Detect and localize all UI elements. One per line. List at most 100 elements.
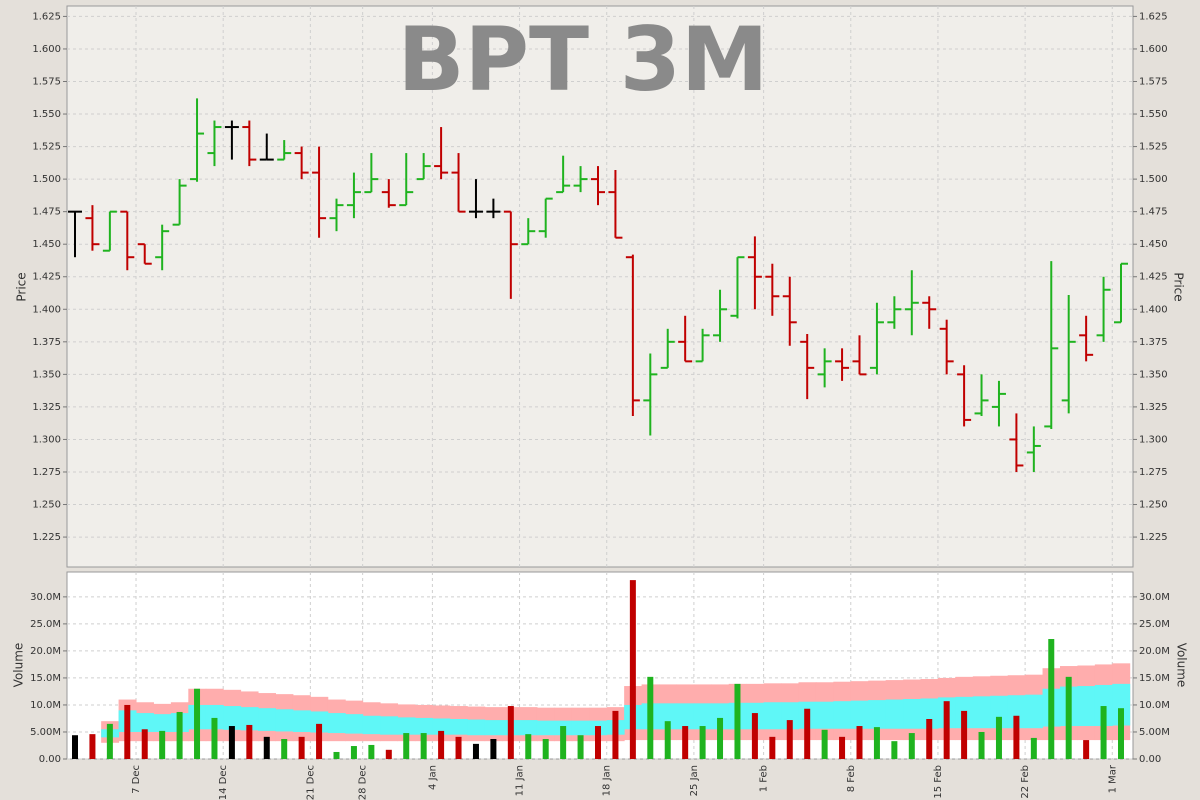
volume-bar — [856, 726, 863, 759]
volume-band — [484, 720, 503, 736]
price-panel — [66, 5, 1134, 568]
volume-bar — [1030, 737, 1037, 759]
y-tick-label: 15.0M — [30, 673, 61, 684]
volume-bar — [385, 749, 392, 759]
x-tick-label: 1 Feb — [759, 765, 770, 792]
volume-band — [536, 720, 555, 736]
volume-band — [240, 707, 259, 731]
y-tick-label: 1.400 — [32, 304, 61, 315]
volume-bar — [682, 726, 689, 759]
volume-axis-label-right: Volume — [1175, 643, 1189, 688]
volume-band — [467, 719, 486, 736]
y-tick-label-right: 1.250 — [1139, 500, 1168, 511]
volume-bar — [194, 688, 201, 759]
volume-bar — [263, 736, 270, 759]
volume-bar — [176, 711, 183, 759]
volume-bar — [211, 717, 218, 759]
volume-band — [885, 699, 904, 729]
volume-bar — [472, 743, 479, 759]
x-tick-label: 14 Dec — [218, 765, 229, 800]
y-tick-label: 1.275 — [32, 467, 61, 478]
volume-band — [1007, 695, 1026, 729]
volume-band — [205, 704, 224, 730]
x-tick-label: 4 Jan — [427, 765, 438, 790]
y-tick-label: 20.0M — [30, 646, 61, 657]
volume-band — [972, 696, 991, 729]
y-tick-label: 1.475 — [32, 207, 61, 218]
volume-band — [153, 714, 172, 732]
volume-bar — [1013, 715, 1020, 759]
volume-bar — [978, 731, 985, 759]
volume-bar — [455, 736, 462, 759]
y-tick-label-right: 1.450 — [1139, 239, 1168, 250]
y-tick-label-right: 1.225 — [1139, 532, 1168, 543]
volume-bar — [542, 739, 549, 759]
x-tick-label: 1 Mar — [1107, 764, 1118, 793]
volume-bar — [786, 720, 793, 759]
x-tick-label: 18 Jan — [602, 765, 613, 796]
y-tick-label-right: 1.525 — [1139, 142, 1168, 153]
volume-band — [571, 720, 590, 736]
volume-band — [432, 718, 451, 735]
y-tick-label: 1.300 — [32, 434, 61, 445]
y-tick-label: 1.550 — [32, 109, 61, 120]
x-tick-label: 28 Dec — [358, 765, 369, 800]
volume-band — [903, 699, 922, 729]
volume-bar — [699, 726, 706, 759]
volume-bar — [1083, 740, 1090, 759]
volume-band — [327, 713, 346, 734]
y-tick-label-right: 1.275 — [1139, 467, 1168, 478]
volume-bar — [629, 580, 636, 759]
volume-bar — [350, 746, 357, 759]
volume-bar — [926, 719, 933, 759]
volume-bar — [89, 734, 96, 759]
volume-band — [275, 709, 294, 732]
volume-bar — [1100, 706, 1107, 759]
y-tick-label-right: 15.0M — [1139, 673, 1170, 684]
volume-band — [990, 695, 1009, 729]
volume-band — [310, 711, 329, 733]
x-tick-label: 15 Feb — [933, 765, 944, 799]
volume-bar — [734, 683, 741, 759]
volume-band — [815, 701, 834, 729]
y-tick-label: 1.500 — [32, 174, 61, 185]
volume-band — [1112, 683, 1131, 726]
volume-band — [345, 714, 364, 734]
volume-band — [659, 703, 677, 730]
volume-bar — [560, 726, 567, 759]
volume-bar — [507, 706, 514, 759]
volume-band — [763, 702, 782, 730]
volume-band — [833, 701, 852, 729]
y-tick-label-right: 1.425 — [1139, 272, 1168, 283]
volume-band — [223, 706, 242, 730]
y-tick-label: 0.00 — [39, 754, 61, 765]
volume-band — [449, 719, 468, 735]
x-tick-label: 22 Feb — [1020, 765, 1031, 799]
x-tick-label: 25 Jan — [689, 765, 700, 796]
volume-bar — [595, 726, 601, 759]
volume-bar — [1065, 676, 1072, 759]
y-tick-label-right: 0.00 — [1139, 754, 1161, 765]
y-tick-label-right: 20.0M — [1139, 646, 1170, 657]
y-tick-label: 25.0M — [30, 619, 61, 630]
y-tick-label: 1.525 — [32, 142, 61, 153]
y-tick-label-right: 1.400 — [1139, 304, 1168, 315]
volume-band — [1025, 694, 1044, 729]
y-axis-label-right: Price — [1172, 272, 1186, 301]
y-tick-label-right: 1.550 — [1139, 109, 1168, 120]
y-tick-label-right: 5.00M — [1139, 727, 1170, 738]
volume-bar — [943, 701, 950, 759]
volume-bar — [438, 730, 445, 759]
y-tick-label-right: 1.375 — [1139, 337, 1168, 348]
volume-bar — [124, 704, 131, 759]
volume-bar — [873, 727, 880, 759]
y-tick-label-right: 30.0M — [1139, 592, 1170, 603]
volume-bar — [298, 736, 305, 759]
volume-band — [676, 703, 695, 730]
volume-band — [1094, 684, 1113, 727]
volume-band — [362, 715, 381, 735]
volume-bar — [647, 676, 654, 759]
y-tick-label: 1.325 — [32, 402, 61, 413]
volume-bar — [961, 710, 968, 759]
volume-band — [868, 700, 887, 729]
